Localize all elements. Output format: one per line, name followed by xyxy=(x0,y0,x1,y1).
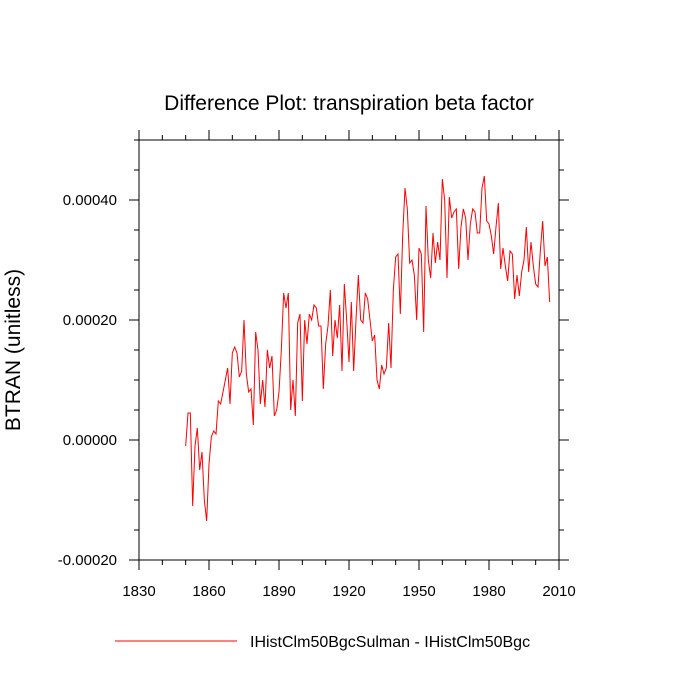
x-tick-label: 1980 xyxy=(472,583,505,600)
x-tick-label: 2010 xyxy=(542,583,575,600)
y-tick-label: 0.00000 xyxy=(63,432,117,449)
legend-label: IHistClm50BgcSulman - IHistClm50Bgc xyxy=(250,634,530,651)
y-axis-label: BTRAN (unitless) xyxy=(2,269,25,431)
x-tick-label: 1950 xyxy=(402,583,435,600)
y-tick-label: 0.00020 xyxy=(63,312,117,329)
axis-ticks xyxy=(129,130,569,570)
legend: IHistClm50BgcSulman - IHistClm50Bgc xyxy=(115,634,530,651)
tick-labels: 1830 1860 1890 1920 1950 1980 2010 -0.00020 0.00… xyxy=(58,192,576,600)
x-tick-label: 1830 xyxy=(122,583,155,600)
y-tick-label: 0.00040 xyxy=(63,192,117,209)
chart-title: Difference Plot: transpiration beta fact… xyxy=(164,92,534,115)
series-line xyxy=(185,175,551,522)
x-tick-label: 1920 xyxy=(332,583,365,600)
x-tick-label: 1890 xyxy=(262,583,295,600)
x-tick-label: 1860 xyxy=(192,583,225,600)
y-tick-label: -0.00020 xyxy=(58,552,117,569)
